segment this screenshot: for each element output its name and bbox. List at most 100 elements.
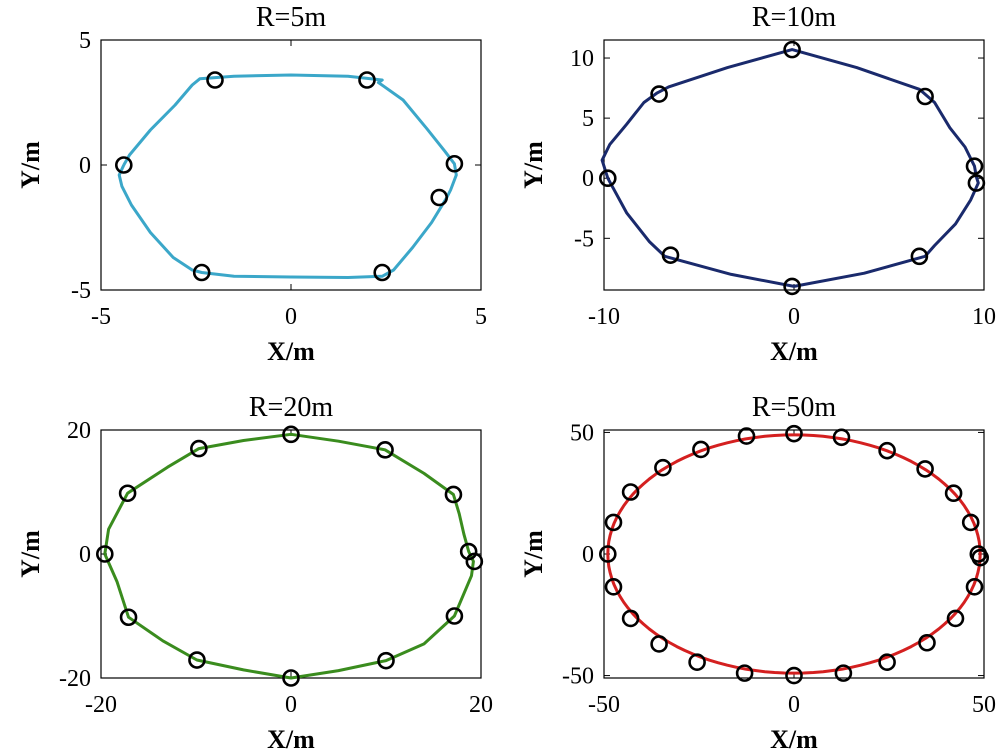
waypoint-marker xyxy=(188,651,206,669)
waypoint-marker xyxy=(946,609,965,628)
waypoint-marker xyxy=(918,633,936,652)
waypoint-marker xyxy=(206,71,224,89)
x-tick-label: -50 xyxy=(588,692,620,718)
y-tick-label: 20 xyxy=(67,418,91,444)
subplot-title: R=50m xyxy=(752,392,836,423)
x-tick-label: -20 xyxy=(85,692,117,718)
axes-frame xyxy=(100,39,482,291)
waypoint-marker xyxy=(650,635,668,653)
waypoint-marker xyxy=(783,40,801,59)
x-tick-label: 10 xyxy=(972,304,996,330)
waypoint-marker xyxy=(785,666,803,685)
waypoint-marker xyxy=(650,85,668,103)
waypoint-marker xyxy=(192,263,211,282)
waypoint-marker xyxy=(971,548,990,567)
subplot-1: R=5m -5 0 5 5 0 -5 X/m Y/m xyxy=(16,2,487,366)
subplot-4: R=50m -50 0 50 50 0 -50 X/m Y/m xyxy=(519,392,996,752)
waypoint-marker xyxy=(910,247,929,266)
waypoint-marker xyxy=(445,154,464,173)
y-tick-label: 10 xyxy=(570,46,594,72)
waypoint-marker xyxy=(444,485,463,504)
waypoint-marker xyxy=(604,578,623,596)
y-axis-label: Y/m xyxy=(519,530,548,578)
subplot-title: R=20m xyxy=(249,392,333,423)
waypoint-marker xyxy=(119,608,138,627)
y-tick-label: -20 xyxy=(59,666,91,692)
waypoint-marker xyxy=(965,578,984,596)
waypoint-marker xyxy=(661,246,680,264)
y-tick-label: 0 xyxy=(582,166,594,192)
trajectory-line xyxy=(600,48,980,288)
x-tick-label: 5 xyxy=(475,304,487,330)
waypoint-marker xyxy=(621,609,640,628)
waypoint-marker xyxy=(118,484,137,503)
trajectory-line xyxy=(103,432,475,680)
trajectory-line xyxy=(117,73,458,279)
y-tick-label: 50 xyxy=(570,420,594,446)
waypoint-marker xyxy=(115,156,133,174)
waypoint-marker xyxy=(737,427,756,445)
waypoint-marker xyxy=(783,277,801,296)
waypoint-marker xyxy=(96,545,114,563)
waypoint-marker xyxy=(358,71,376,89)
waypoint-marker xyxy=(688,653,706,671)
subplot-title: R=10m xyxy=(752,2,836,33)
waypoint-marker xyxy=(735,664,754,682)
waypoint-marker xyxy=(604,513,623,532)
waypoint-marker xyxy=(430,188,449,207)
waypoint-marker xyxy=(916,460,934,478)
waypoint-marker xyxy=(785,424,803,443)
y-tick-label: -5 xyxy=(71,278,91,304)
waypoint-marker xyxy=(445,607,464,625)
y-axis-label: Y/m xyxy=(16,530,45,578)
waypoint-marker xyxy=(282,669,300,687)
trajectory-line xyxy=(606,433,982,675)
waypoint-marker xyxy=(598,545,617,563)
y-axis-label: Y/m xyxy=(16,141,45,189)
y-tick-label: -5 xyxy=(574,226,594,252)
x-tick-label: 20 xyxy=(469,692,493,718)
waypoint-marker xyxy=(967,174,986,192)
waypoint-marker xyxy=(832,428,851,447)
waypoint-marker xyxy=(944,484,963,503)
x-tick-label: 0 xyxy=(788,692,800,718)
waypoint-marker xyxy=(692,440,710,459)
y-tick-label: -50 xyxy=(562,664,594,690)
x-tick-label: -10 xyxy=(588,304,620,330)
x-tick-label: -5 xyxy=(91,304,111,330)
x-axis-label: X/m xyxy=(267,337,315,366)
waypoint-marker xyxy=(377,651,395,670)
waypoint-marker xyxy=(621,483,640,501)
x-axis-label: X/m xyxy=(770,725,818,752)
y-tick-label: 0 xyxy=(79,153,91,179)
y-tick-label: 5 xyxy=(79,28,91,54)
x-axis-label: X/m xyxy=(267,725,315,752)
y-tick-label: 0 xyxy=(79,542,91,568)
axes-frame xyxy=(603,429,985,679)
y-axis-label: Y/m xyxy=(519,141,548,189)
subplot-2: R=10m -10 0 10 10 5 0 -5 X/m Y/m xyxy=(519,2,996,366)
y-tick-label: 5 xyxy=(582,106,594,132)
waypoint-marker xyxy=(961,513,980,532)
x-axis-label: X/m xyxy=(770,337,818,366)
waypoint-marker xyxy=(834,664,853,682)
subplot-3: R=20m -20 0 20 20 0 -20 X/m Y/m xyxy=(16,392,493,752)
axes-frame xyxy=(100,429,482,679)
waypoint-marker xyxy=(598,169,617,188)
waypoint-marker xyxy=(916,87,934,106)
y-tick-label: 0 xyxy=(582,542,594,568)
x-tick-label: 0 xyxy=(285,692,297,718)
waypoint-marker xyxy=(465,552,484,571)
waypoint-marker xyxy=(654,458,672,477)
waypoint-marker xyxy=(878,441,896,460)
waypoint-marker xyxy=(878,653,896,671)
waypoint-marker xyxy=(282,425,300,444)
waypoint-marker xyxy=(373,263,392,282)
x-tick-label: 50 xyxy=(972,692,996,718)
waypoint-marker xyxy=(459,542,478,561)
waypoint-marker xyxy=(376,441,394,459)
waypoint-marker xyxy=(190,439,208,458)
waypoint-marker xyxy=(965,157,984,176)
x-tick-label: 0 xyxy=(788,304,800,330)
